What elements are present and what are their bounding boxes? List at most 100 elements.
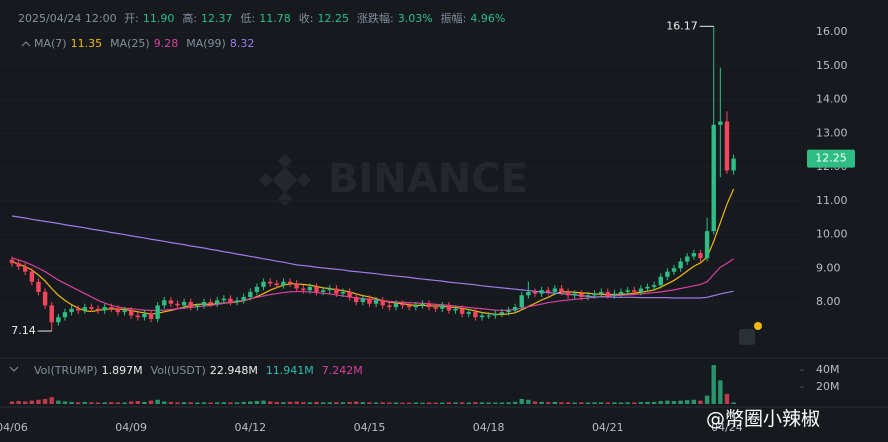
ma-legend: MA(7) 11.35 MA(25) 9.28 MA(99) 8.32 (34, 37, 262, 50)
volume-bar (459, 402, 465, 404)
alert-icon[interactable] (739, 322, 762, 345)
volume-bar (221, 402, 227, 404)
candle-body (526, 291, 531, 296)
candle-body (605, 291, 610, 296)
candle-body (671, 268, 677, 272)
candle-body (274, 283, 279, 286)
candle-body (367, 298, 372, 304)
candle-body (651, 285, 657, 287)
volume-bar (215, 402, 220, 404)
candle-body (598, 291, 604, 294)
collapse-icon[interactable] (9, 366, 19, 372)
ma-line (11, 215, 734, 299)
candle-body (546, 290, 551, 292)
y-tick-label: 16.00 (816, 25, 848, 38)
volume-bar (539, 401, 544, 404)
volume-bar (287, 401, 293, 404)
volume-bar (76, 402, 81, 404)
ma-line (11, 188, 735, 316)
candle-body (16, 263, 21, 267)
x-tick-label: 04/15 (354, 421, 386, 434)
candle-body (539, 290, 544, 294)
candle-body (221, 298, 227, 301)
candle-body (115, 308, 121, 313)
x-tick-label: 04/18 (473, 421, 505, 434)
volume-bar (320, 402, 326, 404)
candle-body (572, 293, 577, 296)
x-tick-label: 04/06 (0, 421, 28, 434)
volume-bar (691, 399, 697, 404)
volume-bar (42, 398, 48, 404)
volume-bar (645, 401, 650, 404)
volume-bar (493, 402, 498, 404)
candle-body (56, 317, 61, 323)
legend-name: Vol(USDT) (150, 364, 206, 377)
volume-bar (347, 401, 352, 404)
volume-bar (393, 402, 399, 404)
volume-bar (625, 402, 630, 404)
candle-body (387, 305, 392, 308)
volume-bar (446, 402, 452, 404)
candle-body (413, 305, 419, 308)
candle-body (135, 315, 140, 318)
volume-bar (453, 402, 458, 404)
volume-bar (128, 401, 134, 404)
candle-body (360, 298, 366, 303)
header-value: 3.03% (397, 12, 433, 25)
candle-body (532, 291, 538, 294)
candle-body (162, 300, 167, 306)
y-tick-label: 9.00 (816, 261, 841, 274)
candle-body (261, 281, 266, 287)
candle-body (248, 291, 253, 297)
volume-bar (102, 402, 107, 404)
legend-value: 7.242M (321, 364, 363, 377)
header-value: 12.25 (317, 12, 349, 25)
header-value: 12.37 (201, 12, 233, 25)
candle-body (711, 124, 716, 232)
candle-body (426, 303, 432, 308)
ma-line (11, 257, 734, 312)
volume-bar (380, 402, 385, 404)
volume-bar (658, 401, 663, 404)
candle-body (400, 303, 405, 306)
volume-bar (585, 402, 591, 404)
candle-body (585, 295, 591, 297)
candle-body (228, 298, 233, 303)
volume-bar (512, 401, 518, 404)
collapse-icon[interactable] (21, 41, 31, 47)
x-tick-label: 04/09 (115, 421, 147, 434)
volume-bar (23, 401, 28, 404)
volume-bar (155, 399, 160, 404)
candle-body (347, 291, 352, 297)
candle-body (36, 281, 41, 292)
candle-body (301, 288, 306, 291)
volume-bar (426, 402, 432, 404)
volume-bar (69, 401, 74, 404)
candle-body (393, 303, 399, 308)
volume-bar (228, 402, 233, 404)
volume-bar (466, 402, 471, 404)
legend-name: MA(7) (34, 37, 67, 50)
ohlc-header: 2025/04/24 12:00 开: 11.90 高: 12.37 低: 11.78 收:… (18, 10, 513, 26)
candle-body (519, 295, 524, 308)
candle-body (327, 288, 332, 291)
volume-bar (135, 401, 140, 404)
candle-body (122, 310, 127, 313)
volume-bar (16, 401, 21, 404)
volume-bar (612, 402, 617, 404)
volume-bar (559, 402, 564, 404)
volume-bar (56, 400, 61, 404)
volume-bar (360, 402, 366, 404)
volume-bar (29, 400, 35, 404)
volume-bar (420, 402, 425, 404)
candle-body (109, 307, 114, 309)
header-time: 2025/04/24 12:00 (18, 12, 117, 25)
candle-body (638, 288, 644, 292)
volume-bar (9, 401, 15, 404)
volume-bar (618, 402, 624, 404)
candle-body (691, 253, 697, 257)
y-tick-label: 8.00 (816, 295, 841, 308)
candle-body (128, 310, 134, 316)
volume-bar (387, 402, 392, 404)
